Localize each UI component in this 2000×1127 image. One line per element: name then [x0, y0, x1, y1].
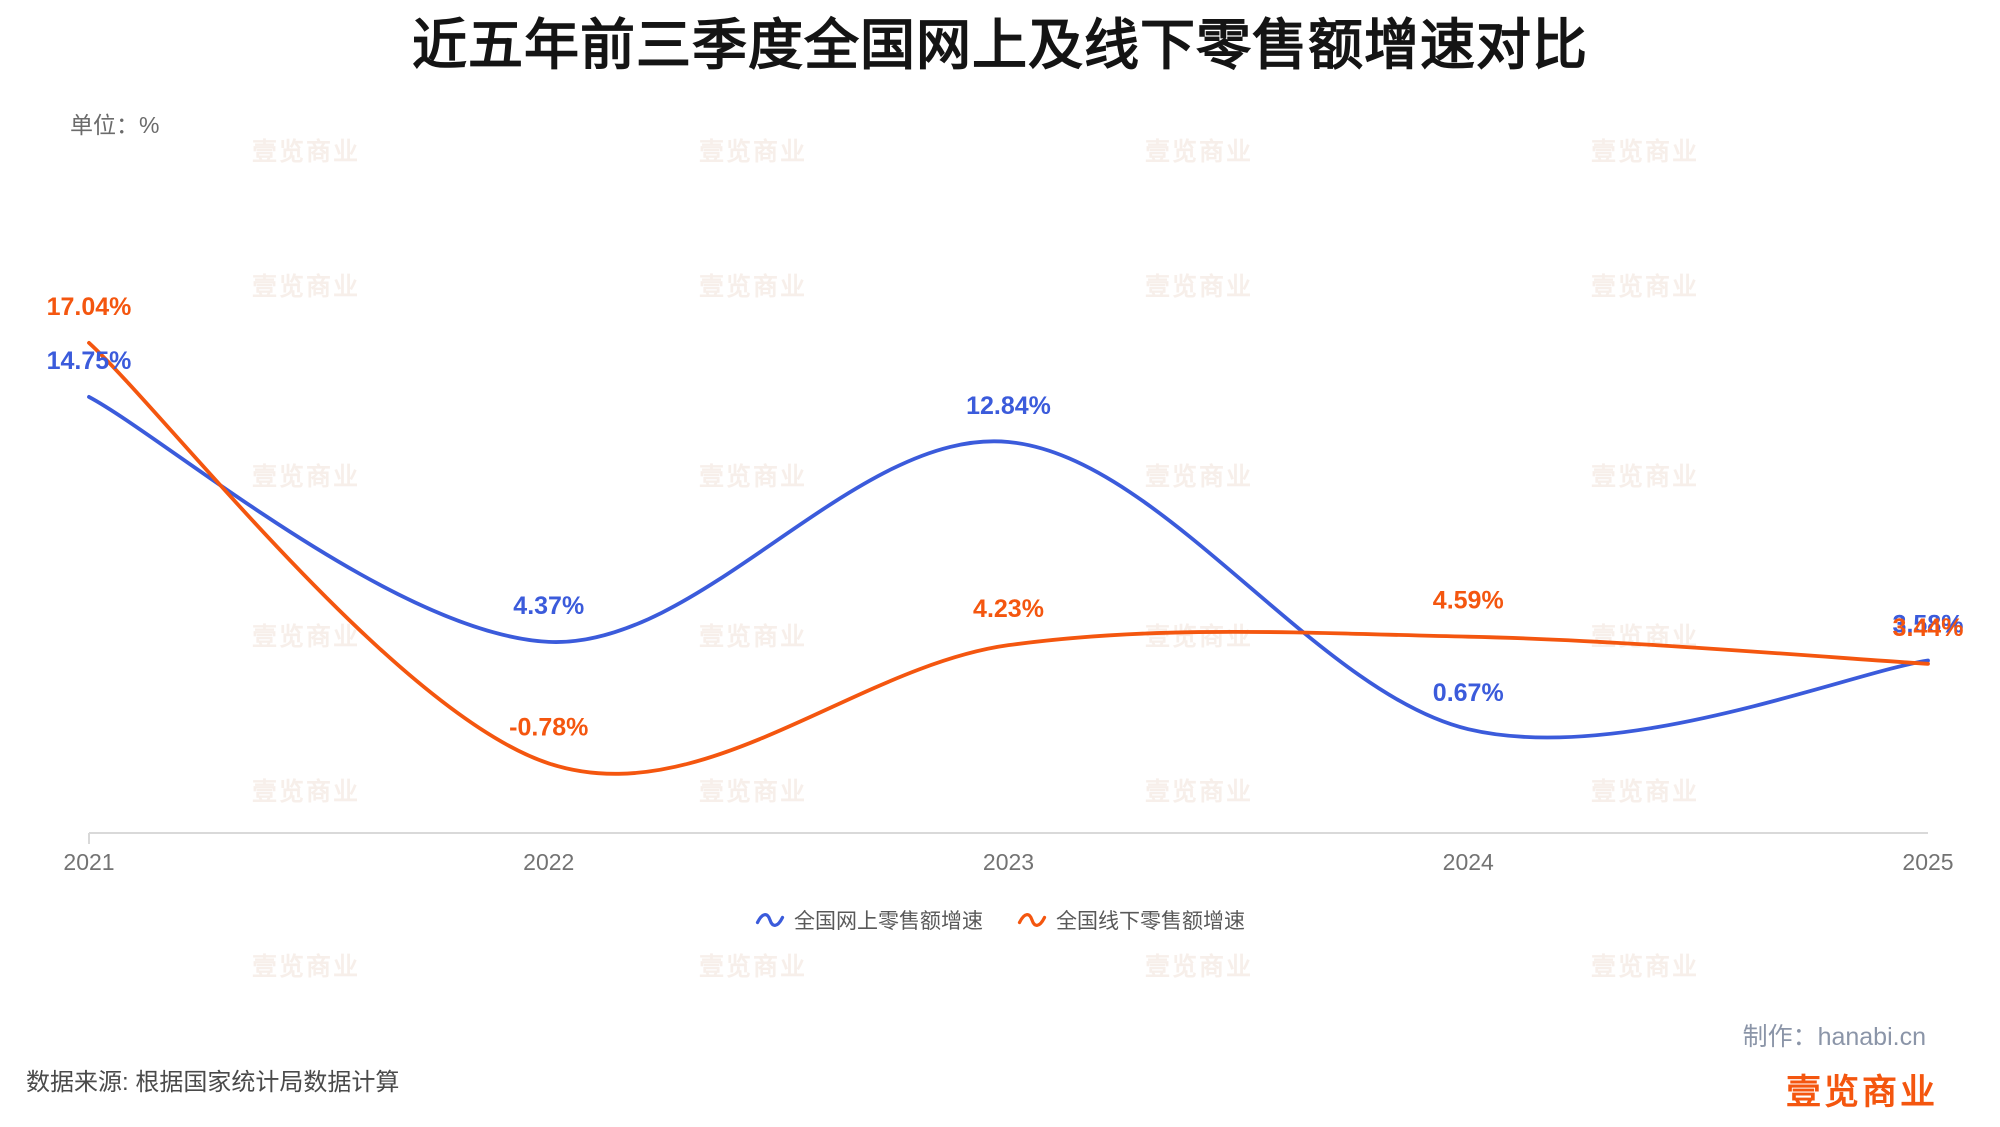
- credit-note: 制作：hanabi.cn: [1742, 1023, 1926, 1051]
- x-axis-label: 2022: [523, 849, 574, 875]
- online-data-label: 12.84%: [966, 392, 1051, 420]
- legend-item-online: 全国网上零售额增速: [755, 905, 983, 935]
- online-series-line: [87, 395, 1930, 740]
- offline-data-label: -0.78%: [509, 713, 588, 741]
- legend-item-offline: 全国线下零售额增速: [1017, 905, 1245, 935]
- data-source-note: 数据来源: 根据国家统计局数据计算: [26, 1069, 400, 1096]
- wave-icon: [755, 913, 785, 927]
- wave-icon: [1017, 913, 1047, 927]
- offline-data-label: 3.44%: [1893, 614, 1964, 642]
- brand-logo: 壹览商业: [1785, 1073, 1938, 1112]
- unit-label: 单位：%: [70, 112, 160, 138]
- online-data-label: 3.58%: [1893, 611, 1964, 639]
- legend-label-offline: 全国线下零售额增速: [1056, 910, 1245, 933]
- legend-label-online: 全国网上零售额增速: [794, 910, 983, 933]
- online-data-label: 0.67%: [1433, 679, 1504, 707]
- x-axis-label: 2025: [1902, 849, 1953, 875]
- offline-data-label: 4.23%: [973, 595, 1044, 623]
- x-axis-label: 2024: [1443, 849, 1494, 875]
- offline-series-line: [87, 340, 1930, 776]
- x-axis-label: 2023: [983, 849, 1034, 875]
- online-data-label: 4.37%: [513, 592, 584, 620]
- online-data-label: 14.75%: [47, 347, 132, 375]
- page-title: 近五年前三季度全国网上及线下零售额增速对比: [411, 14, 1588, 76]
- x-axis-label: 2021: [63, 849, 114, 875]
- offline-data-label: 4.59%: [1433, 587, 1504, 615]
- offline-data-label: 17.04%: [47, 293, 132, 321]
- chart-legend: 全国网上零售额增速 全国线下零售额增速: [0, 905, 2000, 935]
